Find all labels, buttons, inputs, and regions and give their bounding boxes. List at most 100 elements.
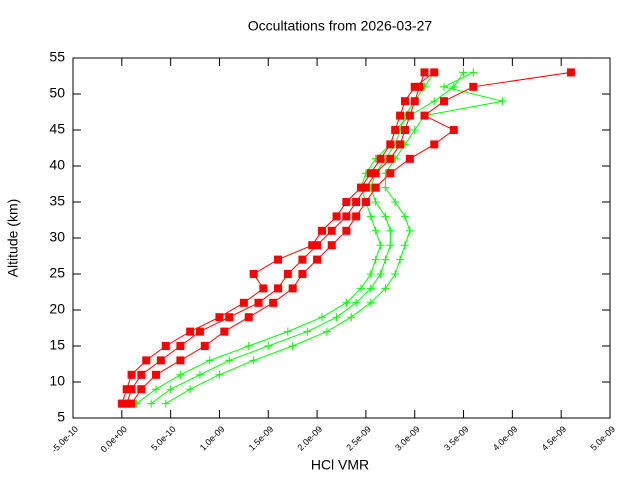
data-point [366,270,375,278]
data-point [195,327,204,336]
data-point [186,385,195,394]
data-point [244,342,253,350]
profile-line [131,71,572,404]
data-point [376,241,385,250]
profile-line [165,71,503,405]
x-axis-label: HCl VMR [311,457,369,473]
data-point [386,169,395,178]
data-point [313,241,322,250]
data-point [498,97,507,106]
data-point [137,385,146,394]
data-point [371,255,380,264]
data-point [386,226,395,235]
y-tick-label: 25 [49,265,65,281]
data-point [195,370,204,379]
data-point [381,183,390,192]
data-point [176,342,185,350]
data-point [430,68,439,77]
data-point [469,82,478,91]
chart-title: Occultations from 2026-03-27 [248,18,433,34]
data-point [430,140,439,149]
data-point [566,68,575,77]
data-point [274,284,283,293]
data-point [186,327,195,336]
data-point [283,270,292,278]
data-point [239,298,248,307]
data-point [391,270,400,278]
data-point [259,284,268,293]
data-point [420,68,429,77]
data-point [410,126,419,134]
data-point [366,284,375,293]
data-point [317,226,326,235]
data-point [391,126,400,134]
data-point [322,327,331,336]
data-point [264,342,273,350]
data-point [142,356,151,365]
data-point [342,298,351,307]
data-point [352,212,361,221]
data-point [381,284,390,293]
y-tick-label: 45 [49,121,65,137]
data-point [469,68,478,77]
data-point [313,255,322,264]
y-tick-label: 5 [57,409,65,425]
data-point [288,284,297,293]
data-point [376,154,385,163]
data-point [269,298,278,307]
data-point [352,198,361,206]
data-point [147,399,156,408]
data-point [371,183,380,192]
y-tick-label: 50 [49,85,65,101]
data-point [122,399,131,408]
data-point [317,313,326,322]
data-point [117,399,126,408]
data-point [127,399,136,408]
data-point [386,154,395,163]
y-tick-label: 10 [49,373,65,389]
data-point [361,198,370,206]
y-tick-label: 30 [49,229,65,245]
data-point [396,255,405,264]
data-point [366,298,375,307]
data-point [342,198,351,206]
data-point [220,327,229,336]
data-point [249,270,258,278]
data-point [215,313,224,322]
data-point [405,226,414,235]
data-point [327,226,336,235]
data-point [366,169,375,178]
data-point [400,126,409,134]
data-point [371,169,380,178]
data-point [371,198,380,206]
data-point [244,313,253,322]
data-point [420,111,429,120]
data-point [391,198,400,206]
data-point [449,126,458,134]
data-point [151,385,160,394]
data-point [400,241,409,250]
data-point [400,97,409,106]
data-point [332,313,341,322]
data-point [396,140,405,149]
data-point [200,342,209,350]
data-point [127,385,136,394]
data-point [352,298,361,307]
y-tick-label: 15 [49,337,65,353]
data-point [342,212,351,221]
data-point [396,111,405,120]
data-point [249,356,258,365]
data-point [400,212,409,221]
y-tick-label: 55 [49,49,65,65]
data-point [410,97,419,106]
data-point [137,370,146,379]
data-point [327,241,336,250]
data-point [361,183,370,192]
data-point [122,385,131,394]
data-point [371,226,380,235]
data-point [386,140,395,149]
data-point [161,342,170,350]
data-point [386,241,395,250]
